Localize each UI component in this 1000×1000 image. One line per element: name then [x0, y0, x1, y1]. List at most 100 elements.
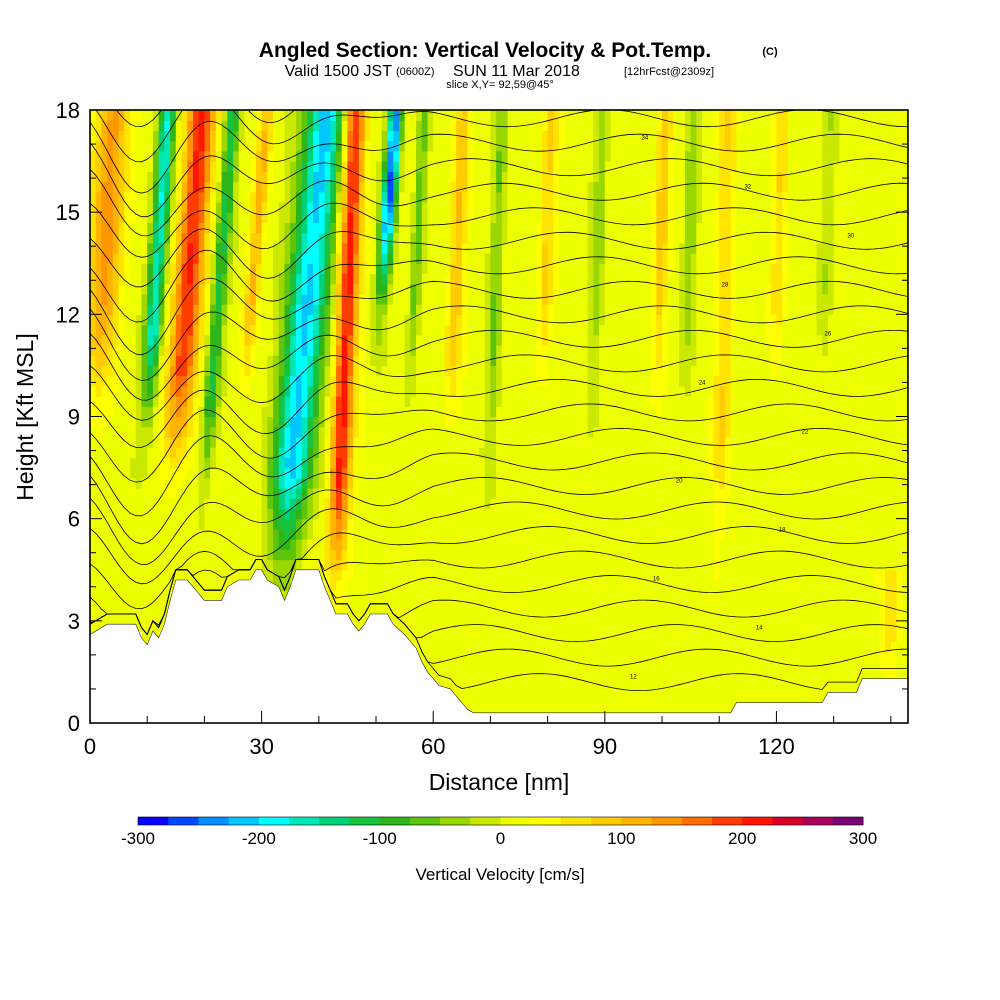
- colorbar-frame: [137, 816, 864, 826]
- velocity-cell: [387, 222, 394, 234]
- velocity-cell: [341, 201, 349, 223]
- velocity-cell: [278, 201, 286, 275]
- velocity-cell: [164, 110, 171, 121]
- velocity-cell: [295, 498, 303, 510]
- velocity-cell: [381, 283, 389, 295]
- velocity-cell: [593, 426, 600, 723]
- velocity-cell: [381, 110, 389, 132]
- velocity-cell: [164, 120, 171, 132]
- colorbar-swatch: [258, 817, 290, 825]
- velocity-cell: [473, 110, 480, 723]
- velocity-cell: [593, 181, 600, 336]
- colorbar-swatch: [651, 817, 683, 825]
- velocity-cell: [450, 365, 457, 397]
- velocity-cell: [690, 365, 697, 723]
- velocity-cell: [130, 222, 137, 458]
- colorbar-tick-label: 200: [728, 829, 756, 848]
- velocity-cell: [181, 263, 188, 377]
- velocity-cell: [284, 539, 291, 550]
- velocity-cell: [261, 201, 268, 223]
- colorbar-tick-label: -300: [121, 829, 155, 848]
- velocity-cell: [553, 150, 560, 295]
- velocity-cell: [656, 365, 663, 418]
- velocity-cell: [335, 488, 343, 510]
- velocity-cell: [267, 508, 274, 561]
- velocity-cell: [170, 191, 177, 213]
- velocity-cell: [204, 181, 211, 203]
- velocity-cell: [290, 304, 297, 336]
- contour-label: 36: [767, 86, 774, 92]
- velocity-cell: [147, 283, 154, 305]
- isentrope-line: [90, 452, 908, 545]
- velocity-cell: [158, 263, 165, 285]
- velocity-cell: [118, 283, 125, 356]
- velocity-cell: [381, 191, 389, 203]
- velocity-cell: [227, 212, 234, 234]
- velocity-cell: [684, 396, 692, 723]
- isentrope-line: [90, 277, 908, 356]
- velocity-cell: [621, 110, 629, 723]
- velocity-cell: [244, 344, 251, 377]
- velocity-cell: [776, 324, 783, 367]
- velocity-cell: [278, 508, 286, 530]
- velocity-cell: [461, 375, 469, 714]
- velocity-cell: [273, 110, 280, 244]
- velocity-cell: [187, 396, 194, 418]
- velocity-cell: [147, 324, 154, 346]
- velocity-cell: [307, 355, 314, 387]
- velocity-cell: [604, 110, 612, 162]
- velocity-cell: [290, 222, 297, 254]
- velocity-cell: [616, 110, 623, 723]
- velocity-cell: [152, 181, 160, 203]
- velocity-cell: [330, 314, 337, 346]
- velocity-cell: [204, 232, 211, 285]
- velocity-cell: [667, 273, 675, 723]
- velocity-cell: [141, 110, 148, 264]
- velocity-cell: [164, 130, 171, 172]
- velocity-cell: [496, 406, 503, 723]
- velocity-cell: [175, 253, 183, 285]
- velocity-cell: [587, 110, 594, 183]
- velocity-cell: [490, 498, 497, 723]
- colorbar-swatch: [440, 817, 471, 825]
- velocity-cell: [175, 375, 183, 397]
- velocity-cell: [484, 508, 492, 723]
- velocity-cell: [301, 191, 308, 234]
- velocity-cell: [387, 232, 394, 244]
- velocity-cell: [341, 120, 349, 142]
- velocity-cell: [227, 304, 234, 591]
- velocity-cell: [255, 293, 263, 346]
- velocity-cell: [158, 304, 165, 326]
- velocity-cell: [324, 263, 331, 305]
- velocity-cell: [707, 477, 715, 723]
- velocity-cell: [330, 549, 337, 571]
- velocity-cell: [347, 130, 354, 162]
- contour-label: 24: [699, 381, 706, 387]
- velocity-cell: [215, 150, 223, 183]
- velocity-cell: [181, 181, 188, 213]
- velocity-cell: [198, 150, 206, 193]
- velocity-cell: [107, 120, 114, 264]
- velocity-cell: [747, 110, 755, 714]
- velocity-cell: [158, 110, 165, 121]
- colorbar-swatch: [621, 817, 652, 825]
- velocity-cell: [358, 232, 366, 295]
- velocity-cell: [381, 232, 389, 254]
- velocity-cell: [255, 263, 263, 295]
- velocity-cell: [347, 457, 354, 489]
- velocity-cell: [301, 161, 308, 193]
- velocity-cell: [170, 212, 177, 234]
- velocity-cell: [130, 477, 137, 632]
- velocity-cell: [376, 375, 383, 622]
- velocity-cell: [210, 416, 217, 428]
- velocity-cell: [152, 110, 160, 132]
- velocity-cell: [158, 355, 165, 387]
- velocity-cell: [347, 518, 354, 581]
- velocity-cell: [301, 488, 308, 499]
- velocity-cell: [152, 201, 160, 223]
- velocity-cell: [393, 191, 400, 203]
- y-tick-label: 15: [56, 200, 80, 225]
- velocity-cell: [164, 314, 171, 346]
- velocity-cell: [347, 488, 354, 520]
- velocity-cell: [587, 436, 594, 723]
